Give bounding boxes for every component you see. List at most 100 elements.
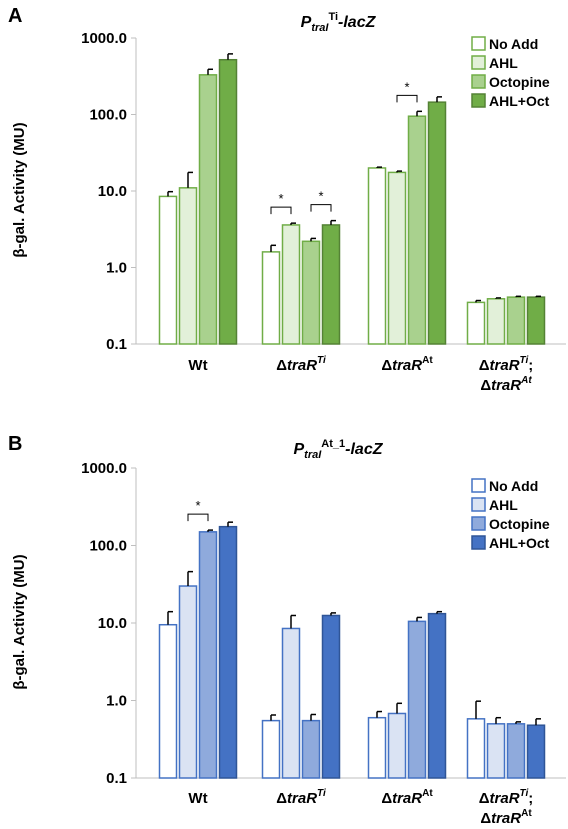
bar — [158, 623, 178, 779]
legend-swatch — [471, 478, 486, 493]
category-suffix: ; — [528, 790, 533, 807]
bar — [506, 723, 526, 779]
category-delta: Δ — [480, 377, 491, 394]
bar — [301, 240, 321, 345]
title-main: P — [294, 441, 305, 458]
chart-title: PtraITi-lacZ — [301, 11, 377, 34]
category-superscript: Ti — [317, 355, 326, 366]
legend-swatch — [471, 55, 486, 70]
significance-bracket — [310, 204, 332, 212]
significance-star: * — [404, 79, 409, 94]
category-delta: Δ — [480, 810, 491, 827]
bar — [301, 719, 321, 779]
legend-swatch — [471, 36, 486, 51]
bar — [486, 723, 506, 779]
panel-a: A PtraITi-lacZ β-gal. Activity (MU) 0.1 1.0 1… — [8, 5, 566, 394]
category-superscript: Ti — [520, 788, 529, 799]
bar — [178, 585, 198, 779]
bar — [281, 627, 301, 779]
bar — [198, 531, 218, 779]
category-superscript: At — [520, 375, 532, 386]
bar — [178, 187, 198, 345]
category-suffix: ; — [528, 357, 533, 374]
x-category-label-line2: ΔtraRAt — [480, 808, 532, 827]
title-main: P — [301, 14, 312, 31]
category-name: traR — [287, 357, 317, 374]
y-tick-label: 10.0 — [98, 183, 127, 200]
x-category-label: ΔtraRTi; — [479, 355, 534, 374]
category-name: traR — [490, 790, 520, 807]
category-name: Wt — [188, 790, 207, 807]
bar — [387, 712, 407, 779]
significance-bracket — [270, 206, 292, 215]
x-category-label: Wt — [188, 357, 207, 374]
legend-swatch — [471, 516, 486, 531]
legend-label: Octopine — [489, 74, 550, 90]
category-delta: Δ — [479, 357, 490, 374]
legend-label: No Add — [489, 478, 538, 494]
bar — [506, 296, 526, 345]
category-delta: Δ — [381, 790, 392, 807]
panel-letter: A — [8, 5, 22, 27]
y-tick-label: 1000.0 — [81, 30, 127, 47]
significance-star: * — [278, 191, 283, 206]
bar — [407, 115, 427, 345]
category-delta: Δ — [276, 790, 287, 807]
category-name: traR — [490, 357, 520, 374]
chart-title: PtraIAt_1-lacZ — [294, 438, 384, 461]
category-name: traR — [287, 790, 317, 807]
significance-star: * — [195, 498, 200, 513]
panel-letter: B — [8, 433, 22, 455]
y-tick-label: 1.0 — [106, 260, 127, 277]
x-category-label: ΔtraRTi — [276, 355, 326, 374]
bar — [261, 251, 281, 345]
title-end: -lacZ — [345, 441, 384, 458]
bar — [158, 195, 178, 345]
bar — [218, 58, 238, 345]
bar — [407, 620, 427, 779]
category-delta: Δ — [276, 357, 287, 374]
bar — [367, 716, 387, 779]
bar — [466, 718, 486, 779]
legend-label: No Add — [489, 36, 538, 52]
y-axis-label: β-gal. Activity (MU) — [11, 122, 28, 257]
y-tick-label: 10.0 — [98, 615, 127, 632]
bar — [321, 614, 341, 779]
legend-swatch — [471, 74, 486, 89]
y-tick-label: 1000.0 — [81, 460, 127, 477]
legend-swatch — [471, 497, 486, 512]
legend-swatch — [471, 93, 486, 108]
bar — [486, 298, 506, 345]
bar — [466, 301, 486, 345]
category-delta: Δ — [479, 790, 490, 807]
category-superscript: At — [422, 788, 433, 799]
bar — [387, 171, 407, 345]
x-category-label: ΔtraRTi; — [479, 788, 534, 807]
x-category-label: Wt — [188, 790, 207, 807]
y-tick-label: 1.0 — [106, 693, 127, 710]
category-name: traR — [392, 790, 422, 807]
y-tick-label: 0.1 — [106, 336, 127, 353]
y-tick-label: 0.1 — [106, 770, 127, 787]
category-superscript: Ti — [520, 355, 529, 366]
category-superscript: At — [521, 808, 532, 819]
category-superscript: Ti — [317, 788, 326, 799]
significance-bracket — [187, 513, 209, 522]
bar — [427, 612, 447, 779]
title-end: -lacZ — [338, 14, 377, 31]
category-name: traR — [491, 810, 521, 827]
bar — [526, 724, 546, 779]
significance-bracket — [396, 94, 418, 103]
bar — [198, 74, 218, 345]
legend-label: AHL+Oct — [489, 93, 550, 109]
title-superscript: At_1 — [321, 438, 345, 450]
category-delta: Δ — [381, 357, 392, 374]
category-superscript: At — [422, 355, 433, 366]
y-axis-label: β-gal. Activity (MU) — [11, 554, 28, 689]
significance-star: * — [318, 189, 323, 204]
y-tick-label: 100.0 — [89, 107, 127, 124]
bar — [367, 167, 387, 345]
title-superscript: Ti — [328, 11, 338, 23]
x-category-label: ΔtraRTi — [276, 788, 326, 807]
